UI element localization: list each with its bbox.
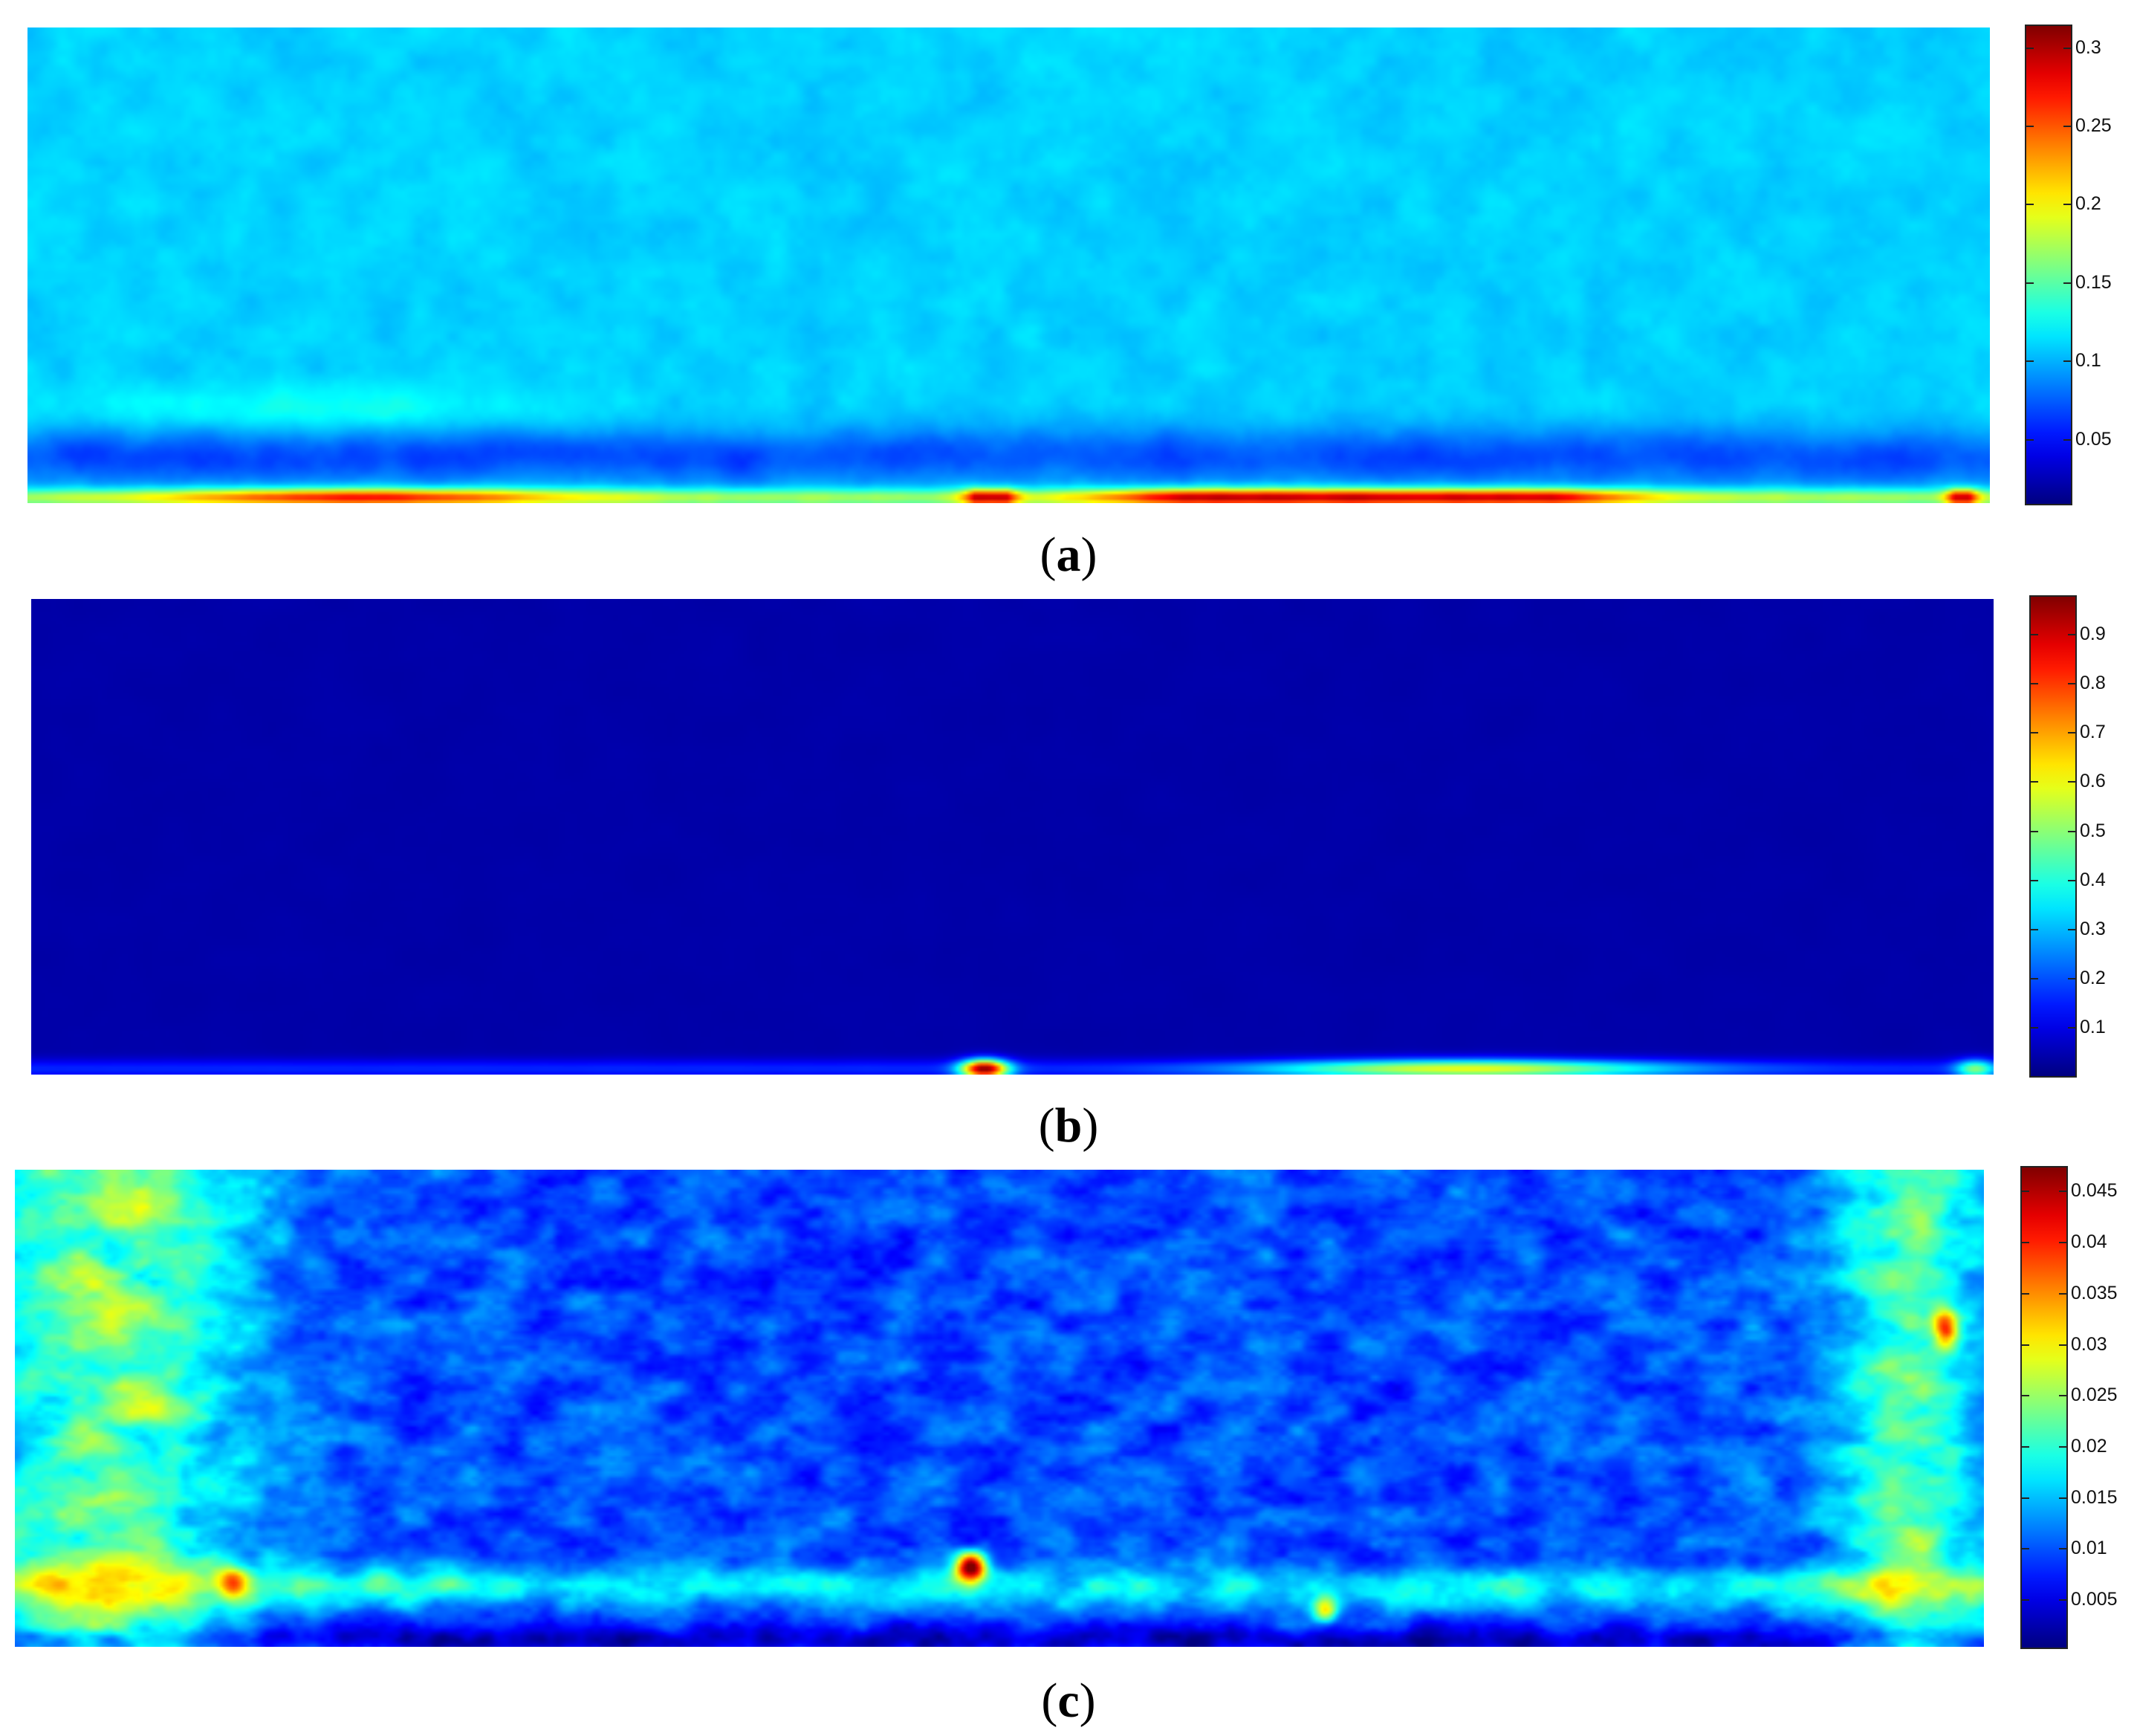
- colorbar-tick: [2059, 1292, 2068, 1295]
- colorbar-tick: [2020, 1599, 2029, 1601]
- colorbar-tick-label: 0.015: [2071, 1486, 2118, 1508]
- colorbar-tick: [2068, 781, 2077, 783]
- colorbar-tick: [2068, 683, 2077, 685]
- colorbar-b: [2029, 595, 2077, 1078]
- colorbar-tick: [2068, 732, 2077, 734]
- colorbar-tick: [2025, 438, 2034, 441]
- colorbar-tick: [2063, 204, 2072, 206]
- colorbar-tick: [2068, 978, 2077, 979]
- colorbar-tick: [2029, 683, 2038, 685]
- colorbar-tick: [2068, 1027, 2077, 1029]
- colorbar-tick-label: 0.03: [2071, 1333, 2107, 1355]
- colorbar-tick-label: 0.8: [2080, 673, 2106, 694]
- caption-a: (a): [1040, 528, 1097, 582]
- colorbar-tick-label: 0.3: [2080, 918, 2106, 939]
- colorbar-tick-label: 0.04: [2071, 1231, 2107, 1253]
- colorbar-tick-label: 0.7: [2080, 722, 2106, 743]
- colorbar-tick-label: 0.035: [2071, 1282, 2118, 1303]
- colorbar-tick: [2029, 928, 2038, 930]
- colorbar-tick-label: 0.3: [2075, 36, 2101, 58]
- colorbar-c: [2020, 1166, 2068, 1649]
- colorbar-tick: [2020, 1242, 2029, 1244]
- colorbar-tick: [2063, 360, 2072, 363]
- colorbar-tick-label: 0.25: [2075, 115, 2112, 137]
- colorbar-tick: [2059, 1191, 2068, 1193]
- caption-c: (c): [1041, 1674, 1096, 1728]
- colorbar-tick: [2020, 1191, 2029, 1193]
- colorbar-a: [2025, 25, 2072, 505]
- heatmap-c: [15, 1170, 1984, 1647]
- colorbar-tick-label: 0.045: [2071, 1180, 2118, 1202]
- colorbar-tick: [2059, 1242, 2068, 1244]
- colorbar-tick: [2063, 438, 2072, 441]
- colorbar-tick: [2020, 1344, 2029, 1346]
- colorbar-tick: [2025, 282, 2034, 284]
- colorbar-tick: [2059, 1497, 2068, 1499]
- colorbar-tick-label: 0.15: [2075, 271, 2112, 293]
- colorbar-tick-label: 0.1: [2075, 350, 2101, 372]
- colorbar-tick-label: 0.1: [2080, 1017, 2106, 1038]
- colorbar-tick: [2029, 1027, 2038, 1029]
- colorbar-tick: [2059, 1344, 2068, 1346]
- colorbar-tick: [2029, 781, 2038, 783]
- colorbar-tick: [2020, 1445, 2029, 1448]
- colorbar-tick-label: 0.005: [2071, 1589, 2118, 1610]
- colorbar-tick: [2025, 204, 2034, 206]
- colorbar-tick: [2059, 1548, 2068, 1550]
- colorbar-tick: [2063, 126, 2072, 128]
- colorbar-tick-label: 0.5: [2080, 820, 2106, 841]
- colorbar-tick: [2068, 830, 2077, 832]
- colorbar-tick: [2063, 282, 2072, 284]
- colorbar-tick-label: 0.02: [2071, 1435, 2107, 1457]
- colorbar-tick: [2029, 830, 2038, 832]
- colorbar-tick-label: 0.05: [2075, 428, 2112, 450]
- colorbar-tick-label: 0.9: [2080, 623, 2106, 644]
- colorbar-tick: [2029, 978, 2038, 979]
- colorbar-tick: [2063, 47, 2072, 49]
- colorbar-tick: [2068, 879, 2077, 881]
- heatmap-a: [27, 27, 1990, 503]
- colorbar-tick-label: 0.6: [2080, 771, 2106, 792]
- colorbar-tick: [2059, 1445, 2068, 1448]
- colorbar-tick: [2025, 360, 2034, 363]
- colorbar-tick-label: 0.01: [2071, 1538, 2107, 1559]
- colorbar-tick: [2025, 47, 2034, 49]
- colorbar-tick: [2020, 1395, 2029, 1397]
- colorbar-tick: [2020, 1497, 2029, 1499]
- colorbar-tick: [2025, 126, 2034, 128]
- colorbar-tick: [2020, 1292, 2029, 1295]
- heatmap-b: [31, 599, 1994, 1075]
- colorbar-tick: [2068, 928, 2077, 930]
- colorbar-tick-label: 0.025: [2071, 1384, 2118, 1406]
- colorbar-tick: [2059, 1599, 2068, 1601]
- colorbar-tick-label: 0.2: [2075, 193, 2101, 215]
- colorbar-tick-label: 0.2: [2080, 968, 2106, 988]
- colorbar-tick: [2059, 1395, 2068, 1397]
- colorbar-tick: [2029, 633, 2038, 635]
- colorbar-tick-label: 0.4: [2080, 869, 2106, 890]
- colorbar-tick: [2029, 879, 2038, 881]
- colorbar-tick: [2068, 633, 2077, 635]
- colorbar-tick: [2020, 1548, 2029, 1550]
- caption-b: (b): [1038, 1098, 1099, 1153]
- colorbar-tick: [2029, 732, 2038, 734]
